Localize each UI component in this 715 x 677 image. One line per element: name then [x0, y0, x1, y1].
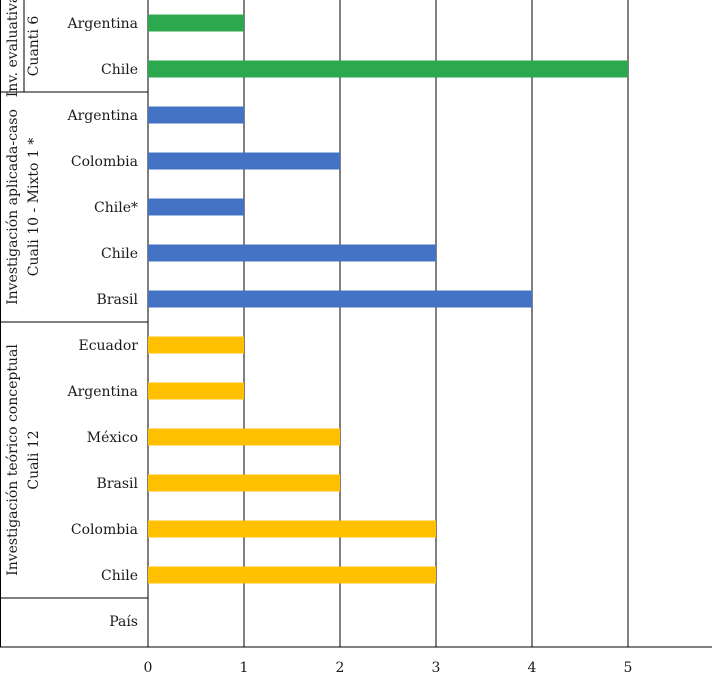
group-label: Investigación teórico conceptual Cuali 12 — [5, 344, 42, 576]
category-label: Chile* — [94, 200, 138, 216]
bar — [148, 520, 436, 538]
bar — [148, 336, 244, 354]
x-tick-label: 5 — [624, 660, 633, 676]
category-label: Chile — [101, 246, 138, 262]
bar — [148, 428, 340, 446]
bar — [148, 474, 340, 492]
category-label: Argentina — [66, 384, 138, 400]
country-header-label: País — [109, 614, 138, 630]
category-label: Colombia — [71, 522, 138, 538]
group-label: Investigación aplicada-caso Cuali 10 - Mi… — [5, 109, 42, 305]
group-label-line: Investigación aplicada-caso — [5, 109, 21, 305]
category-label: Brasil — [97, 476, 139, 492]
group-label-line: Cuali 10 - Mixto 1 * — [26, 138, 42, 277]
category-label: México — [87, 430, 138, 446]
group-label-line: Cuali 12 — [26, 430, 42, 489]
x-tick-label: 2 — [336, 660, 345, 676]
bar — [148, 106, 244, 124]
group-label: Inv. evaluativa Cuanti 6 — [5, 0, 42, 97]
x-tick-label: 1 — [240, 660, 249, 676]
bar — [148, 382, 244, 400]
category-label: Ecuador — [78, 338, 138, 354]
category-label: Brasil — [97, 292, 139, 308]
x-tick-label: 0 — [144, 660, 153, 676]
group-label-line: Cuanti 6 — [26, 16, 42, 77]
category-label: Chile — [101, 62, 138, 78]
bar — [148, 198, 244, 216]
category-label: Argentina — [66, 108, 138, 124]
bar — [148, 14, 244, 32]
bar — [148, 152, 340, 170]
group-label-line: Inv. evaluativa — [5, 0, 21, 97]
category-label: Colombia — [71, 154, 138, 170]
group-label-line: Investigación teórico conceptual — [5, 344, 21, 576]
bar — [148, 290, 532, 308]
x-tick-label: 4 — [528, 660, 537, 676]
bar — [148, 566, 436, 584]
category-label: Argentina — [66, 16, 138, 32]
bar — [148, 244, 436, 262]
bar — [148, 60, 628, 78]
x-tick-label: 3 — [432, 660, 441, 676]
category-label: Chile — [101, 568, 138, 584]
